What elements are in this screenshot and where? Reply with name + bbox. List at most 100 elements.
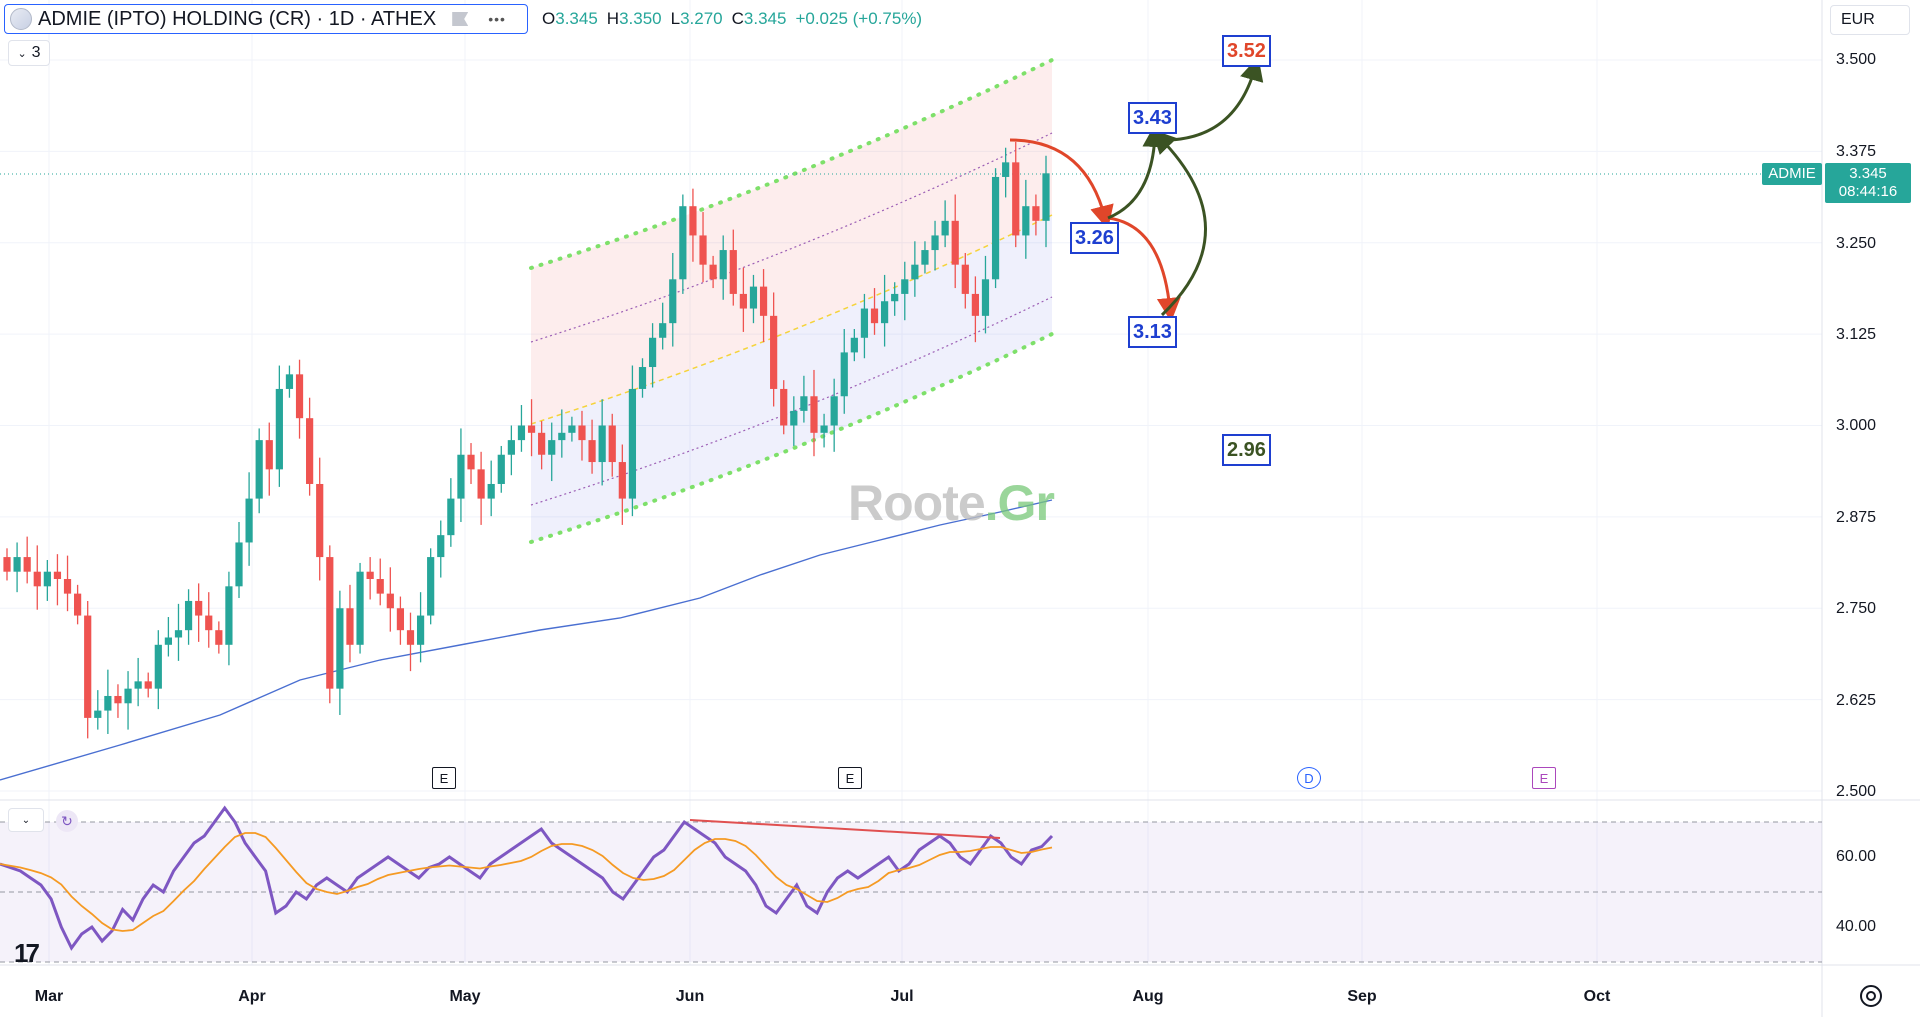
flag-icon[interactable] — [452, 12, 469, 26]
candle-body — [840, 352, 848, 397]
x-tick: Oct — [1583, 988, 1611, 1005]
candle-body — [951, 220, 959, 265]
channel-quarter-upper — [530, 132, 1053, 343]
candle-body — [780, 388, 788, 426]
candle-body — [507, 440, 515, 455]
candle-body — [659, 323, 667, 338]
watermark-main: Roote — [848, 475, 986, 531]
candle-body — [961, 264, 969, 294]
arrow-up-to-343b — [1151, 129, 1207, 317]
candle-body — [104, 695, 112, 711]
level-box-296[interactable]: 2.96 — [1222, 434, 1271, 466]
symbol-title: ADMIE (IPTO) HOLDING (CR) · 1D · ATHEX — [38, 7, 437, 30]
refresh-icon[interactable]: ↻ — [56, 810, 78, 832]
candle-body — [275, 388, 283, 470]
earnings-event-icon[interactable]: E — [1532, 767, 1556, 789]
ohlc-close-value: 3.345 — [743, 9, 787, 28]
candle-body — [235, 542, 243, 587]
candle-body — [558, 432, 566, 441]
price-tag: 3.345 08:44:16 — [1825, 163, 1911, 203]
candle-body — [770, 315, 778, 389]
x-tick: Sep — [1347, 988, 1377, 1005]
y-tick: 2.875 — [1836, 509, 1877, 526]
candle-body — [790, 410, 798, 426]
candle-body — [406, 630, 415, 645]
candle-body — [487, 483, 495, 499]
candle-body — [336, 608, 344, 689]
candle-body — [497, 454, 505, 484]
channel-lower-fill — [531, 215, 1052, 542]
price-tag-value: 3.345 — [1849, 165, 1887, 182]
candle-body — [53, 571, 62, 580]
candle-body — [709, 264, 717, 280]
level-box-326[interactable]: 3.26 — [1070, 222, 1119, 254]
ohlc-low-key: L — [670, 9, 681, 28]
earnings-event-icon[interactable]: E — [838, 767, 862, 789]
ohlc-close-key: C — [731, 9, 744, 28]
candle-body — [921, 250, 929, 265]
level-box-343[interactable]: 3.43 — [1128, 102, 1177, 134]
candle-body — [527, 425, 536, 433]
y-tick: 3.375 — [1836, 143, 1877, 160]
tradingview-logo-icon: 17 — [14, 938, 40, 968]
candle-body — [729, 250, 737, 294]
indicator-count: 3 — [31, 44, 41, 61]
candle-body — [427, 557, 435, 616]
y-tick: 3.000 — [1836, 417, 1877, 434]
candle-body — [205, 615, 213, 631]
currency-label: EUR — [1841, 11, 1875, 28]
candle-body — [1042, 173, 1050, 221]
level-box-352[interactable]: 3.52 — [1222, 35, 1271, 67]
channel-upper-line — [529, 58, 1054, 270]
more-icon[interactable]: ••• — [488, 11, 506, 27]
candle-body — [114, 695, 122, 704]
candle-body — [749, 286, 758, 309]
candle-body — [43, 571, 51, 587]
arrow-up-to-352 — [1167, 56, 1264, 142]
indicator-collapse-button[interactable]: ⌄ 3 — [8, 40, 50, 66]
ohlc-open-key: O — [542, 9, 556, 28]
candle-body — [74, 593, 82, 616]
candle-body — [739, 293, 747, 309]
rsi-divergence-line — [689, 819, 1001, 839]
arrow-down-to-326 — [1009, 138, 1114, 230]
y-tick: 3.500 — [1836, 51, 1877, 68]
earnings-event-icon[interactable]: E — [432, 767, 456, 789]
candle-body — [759, 286, 768, 316]
x-tick: Mar — [34, 988, 64, 1005]
candle-body — [628, 388, 637, 499]
candle-body — [255, 440, 263, 499]
candle-body — [911, 264, 919, 280]
x-tick: Jun — [675, 988, 705, 1005]
candle-body — [981, 279, 990, 316]
channel-mid-line — [530, 214, 1053, 425]
candle-body — [719, 250, 727, 280]
candle-body — [568, 425, 576, 433]
ohlc-change: +0.025 (+0.75%) — [795, 9, 923, 28]
candle-body — [184, 600, 193, 631]
settings-icon[interactable] — [1860, 985, 1882, 1007]
candle-body — [295, 374, 304, 419]
rsi-tick: 40.00 — [1836, 918, 1877, 935]
candle-body — [1012, 162, 1020, 236]
candle-body — [931, 235, 939, 251]
x-tick: Apr — [238, 988, 266, 1005]
dividend-event-icon[interactable]: D — [1297, 767, 1321, 789]
price-tag-symbol: ADMIE — [1762, 163, 1822, 185]
x-tick: May — [449, 988, 481, 1005]
y-tick: 2.750 — [1836, 600, 1877, 617]
channel-lower-line — [529, 332, 1054, 544]
ohlc-high-value: 3.350 — [619, 9, 662, 28]
x-tick: Jul — [890, 988, 914, 1005]
currency-selector[interactable]: EUR — [1830, 5, 1910, 35]
rsi-collapse-button[interactable]: ⌄ — [8, 808, 44, 832]
y-tick: 3.125 — [1836, 326, 1877, 343]
candle-body — [23, 557, 31, 572]
symbol-selector[interactable]: ADMIE (IPTO) HOLDING (CR) · 1D · ATHEX •… — [4, 4, 528, 34]
candle-body — [1022, 206, 1030, 236]
candle-body — [618, 462, 626, 499]
candle-body — [457, 454, 465, 499]
level-box-313[interactable]: 3.13 — [1128, 316, 1177, 348]
